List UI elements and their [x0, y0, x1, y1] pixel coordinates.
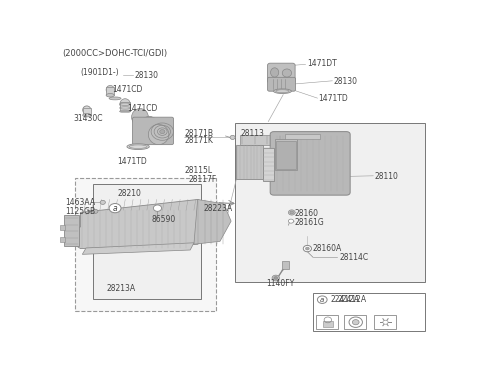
Bar [276, 141, 296, 169]
Text: 28171B: 28171B [185, 129, 214, 138]
Circle shape [272, 275, 279, 281]
FancyBboxPatch shape [132, 117, 173, 145]
Ellipse shape [282, 69, 291, 77]
Bar [60, 237, 65, 242]
Ellipse shape [83, 113, 91, 117]
Bar [282, 261, 289, 269]
Text: 28171K: 28171K [185, 136, 214, 145]
Polygon shape [83, 243, 194, 254]
Bar [83, 108, 91, 115]
Text: 86590: 86590 [151, 215, 175, 224]
Circle shape [305, 247, 309, 250]
Bar [323, 321, 333, 327]
Circle shape [160, 130, 165, 134]
Bar [285, 134, 321, 140]
Bar [60, 225, 65, 230]
Text: 1463AA: 1463AA [66, 198, 96, 207]
Bar [263, 147, 274, 181]
Text: 28213A: 28213A [107, 285, 136, 294]
Text: 28130: 28130 [134, 71, 158, 80]
Circle shape [290, 211, 294, 214]
Text: 28110: 28110 [374, 172, 398, 181]
Text: 1140FY: 1140FY [266, 279, 295, 288]
Circle shape [93, 209, 98, 213]
Bar [240, 135, 294, 145]
Ellipse shape [127, 144, 149, 150]
Bar [75, 178, 216, 310]
Ellipse shape [109, 97, 121, 100]
Bar [275, 140, 297, 170]
Ellipse shape [271, 68, 279, 77]
Text: 1471TD: 1471TD [118, 158, 147, 166]
Text: 1471TD: 1471TD [319, 94, 348, 103]
Circle shape [230, 135, 235, 140]
Text: 28115L: 28115L [185, 166, 213, 175]
Text: a: a [113, 204, 118, 213]
Bar [316, 315, 338, 329]
Bar [373, 315, 396, 329]
Circle shape [352, 320, 359, 325]
Text: a: a [320, 297, 324, 303]
Polygon shape [69, 200, 220, 249]
Bar [236, 145, 263, 179]
Circle shape [383, 320, 388, 324]
Ellipse shape [120, 99, 130, 109]
Text: 28114C: 28114C [339, 253, 368, 262]
Bar [94, 184, 202, 299]
Text: 28160A: 28160A [313, 244, 342, 253]
Ellipse shape [148, 124, 169, 145]
Circle shape [317, 296, 327, 303]
Text: (2000CC>DOHC-TCI/GDI): (2000CC>DOHC-TCI/GDI) [62, 50, 167, 58]
Bar [313, 293, 424, 331]
Text: 1471CD: 1471CD [127, 104, 157, 113]
Text: 1471CD: 1471CD [112, 85, 143, 94]
Text: 28161G: 28161G [294, 218, 324, 227]
Circle shape [100, 200, 106, 204]
Ellipse shape [132, 108, 148, 126]
Bar [106, 87, 114, 95]
Text: 1125GB: 1125GB [66, 207, 96, 216]
Ellipse shape [106, 93, 114, 97]
Circle shape [109, 204, 121, 213]
Ellipse shape [274, 89, 291, 93]
Bar [64, 215, 79, 246]
Text: 22412A: 22412A [331, 295, 360, 304]
Text: (1901D1-): (1901D1-) [81, 68, 119, 77]
FancyBboxPatch shape [267, 63, 295, 83]
Text: 28160: 28160 [294, 209, 318, 218]
Bar [344, 315, 366, 329]
Text: 28113: 28113 [240, 129, 264, 138]
FancyBboxPatch shape [270, 132, 350, 195]
Polygon shape [194, 200, 231, 244]
Circle shape [303, 245, 312, 252]
Text: 28130: 28130 [334, 76, 358, 86]
Text: 28210: 28210 [118, 189, 142, 198]
Text: 28117F: 28117F [188, 175, 216, 184]
Ellipse shape [140, 117, 158, 135]
Circle shape [288, 210, 295, 215]
Circle shape [288, 219, 294, 223]
Text: 28223A: 28223A [203, 204, 232, 213]
Circle shape [274, 277, 277, 279]
Text: 22412A: 22412A [337, 295, 366, 304]
Ellipse shape [83, 106, 91, 114]
FancyBboxPatch shape [267, 77, 296, 91]
Bar [120, 102, 130, 111]
Bar [235, 123, 424, 282]
Text: 1471DT: 1471DT [307, 59, 337, 68]
Text: 31430C: 31430C [73, 114, 103, 123]
Ellipse shape [106, 86, 114, 94]
Circle shape [154, 205, 162, 212]
